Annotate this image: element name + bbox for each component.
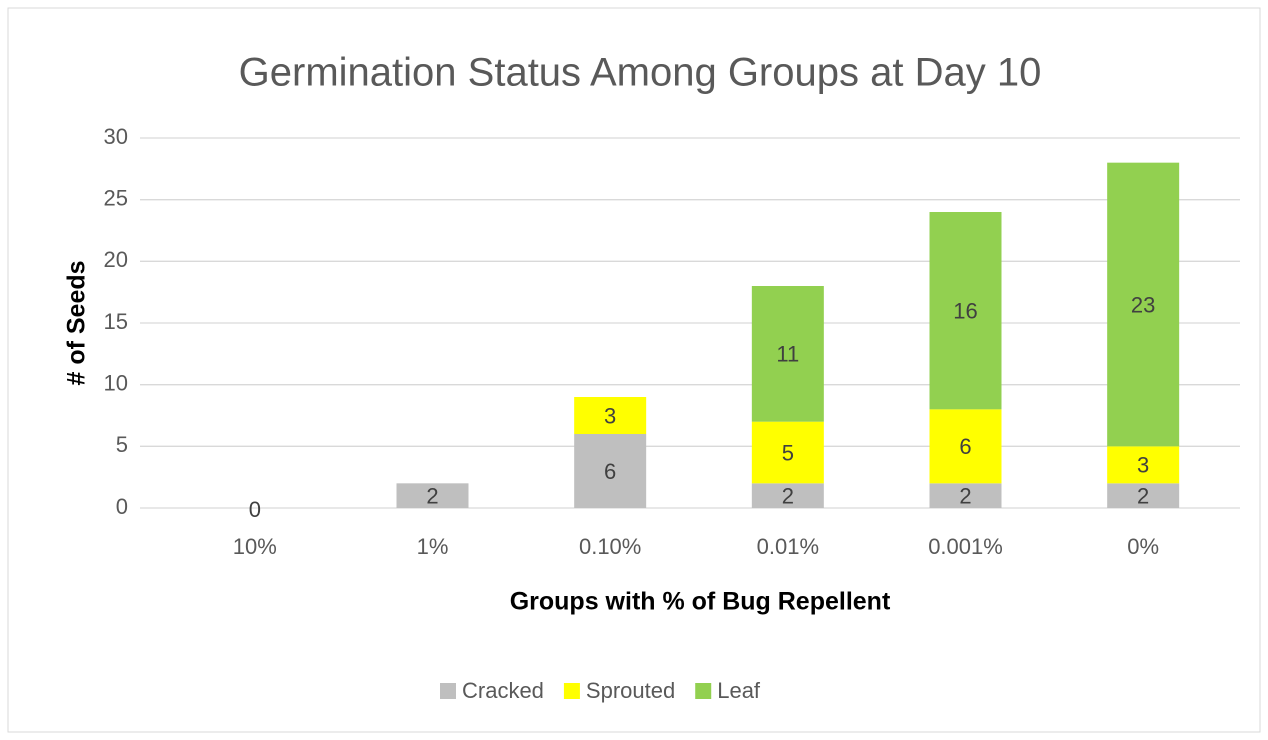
y-tick-label: 25 [104, 185, 128, 210]
legend-label: Cracked [462, 678, 544, 703]
data-label: 5 [782, 440, 794, 465]
bar-segment [929, 212, 1002, 410]
y-tick-label: 10 [104, 370, 128, 395]
data-label: 3 [604, 403, 616, 428]
legend-swatch [563, 683, 580, 699]
x-tick-label: 1% [417, 534, 449, 559]
x-tick-label: 0.01% [757, 534, 819, 559]
bar-segment [751, 286, 824, 422]
data-label: 2 [1137, 483, 1149, 508]
bar-segment [1107, 162, 1180, 447]
y-axis-title: # of Seeds [63, 260, 91, 385]
legend-label: Leaf [717, 678, 761, 703]
bar-segment [1107, 483, 1180, 508]
bar-segment [396, 483, 469, 508]
data-label: 6 [604, 459, 616, 484]
y-tick-label: 30 [104, 124, 128, 149]
x-tick-label: 0% [1127, 534, 1159, 559]
data-label: 2 [426, 483, 438, 508]
data-label: 3 [1137, 453, 1149, 478]
x-tick-label: 0.001% [928, 534, 1003, 559]
y-tick-label: 5 [116, 432, 128, 457]
chart-title: Germination Status Among Groups at Day 1… [239, 51, 1042, 95]
y-tick-label: 20 [104, 247, 128, 272]
chart-border [7, 7, 1261, 733]
data-label: 2 [959, 483, 971, 508]
bar-segment [1107, 446, 1180, 484]
bar-segment [751, 483, 824, 508]
data-label: 0 [249, 497, 261, 522]
bar-segment [751, 421, 824, 484]
bar-segment [929, 409, 1002, 484]
legend-label: Sprouted [586, 678, 675, 703]
data-label: 2 [782, 483, 794, 508]
legend-swatch [695, 683, 712, 699]
bar-segment [574, 397, 647, 434]
data-label: 6 [959, 434, 971, 459]
data-label: 16 [953, 298, 977, 323]
y-tick-label: 0 [116, 494, 128, 519]
legend-swatch [440, 683, 456, 699]
bar-segment [574, 434, 647, 508]
bar-segment [929, 483, 1002, 508]
y-tick-label: 15 [104, 309, 128, 334]
x-tick-label: 10% [233, 534, 277, 559]
data-label: 23 [1131, 292, 1155, 317]
data-label: 11 [776, 342, 799, 367]
x-axis-title: Groups with % of Bug Repellent [510, 588, 891, 616]
x-tick-label: 0.10% [579, 534, 641, 559]
